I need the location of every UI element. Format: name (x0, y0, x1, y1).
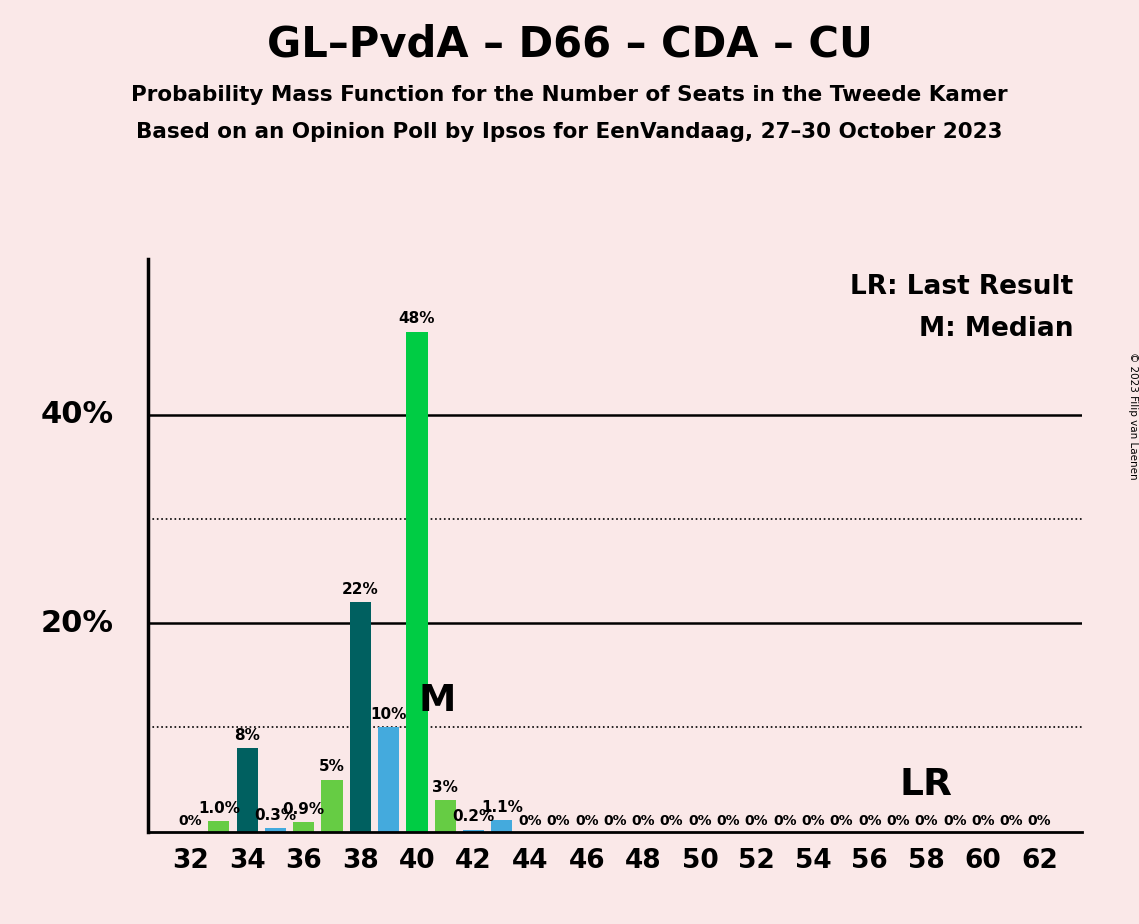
Bar (321, 780, 343, 832)
Text: 5%: 5% (319, 760, 345, 774)
Text: 0%: 0% (943, 814, 967, 829)
Text: 0%: 0% (773, 814, 796, 829)
Text: 0.3%: 0.3% (254, 808, 296, 823)
Text: 0%: 0% (659, 814, 683, 829)
Text: M: M (418, 683, 456, 719)
Text: 0%: 0% (631, 814, 655, 829)
Text: Probability Mass Function for the Number of Seats in the Tweede Kamer: Probability Mass Function for the Number… (131, 85, 1008, 105)
Text: 3%: 3% (433, 780, 458, 796)
Bar (208, 821, 229, 832)
Bar (435, 800, 456, 832)
Text: 0%: 0% (518, 814, 542, 829)
Text: 22%: 22% (342, 582, 378, 597)
Text: 0%: 0% (575, 814, 599, 829)
Text: 0%: 0% (829, 814, 853, 829)
Text: 0%: 0% (745, 814, 769, 829)
Text: 20%: 20% (41, 609, 114, 638)
Text: 40%: 40% (41, 400, 114, 430)
Text: LR: LR (900, 767, 953, 803)
Text: 0%: 0% (604, 814, 626, 829)
Text: 0%: 0% (886, 814, 910, 829)
Text: GL–PvdA – D66 – CDA – CU: GL–PvdA – D66 – CDA – CU (267, 23, 872, 65)
Text: 0%: 0% (802, 814, 825, 829)
Text: M: Median: M: Median (919, 316, 1074, 342)
Text: © 2023 Filip van Laenen: © 2023 Filip van Laenen (1129, 352, 1138, 480)
Text: 48%: 48% (399, 311, 435, 326)
Text: 0%: 0% (915, 814, 939, 829)
Bar (407, 332, 427, 832)
Bar (491, 821, 513, 832)
Text: 0.2%: 0.2% (452, 809, 494, 824)
Text: Based on an Opinion Poll by Ipsos for EenVandaag, 27–30 October 2023: Based on an Opinion Poll by Ipsos for Ee… (137, 122, 1002, 142)
Text: 0%: 0% (1000, 814, 1023, 829)
Text: 0%: 0% (716, 814, 740, 829)
Bar (264, 829, 286, 832)
Text: 0%: 0% (179, 814, 203, 829)
Text: 1.0%: 1.0% (198, 801, 240, 816)
Bar (350, 602, 371, 832)
Text: 10%: 10% (370, 707, 407, 723)
Bar (237, 748, 257, 832)
Bar (462, 830, 484, 832)
Text: 0%: 0% (972, 814, 994, 829)
Text: 1.1%: 1.1% (481, 800, 523, 815)
Text: 0%: 0% (547, 814, 571, 829)
Text: 0.9%: 0.9% (282, 802, 325, 817)
Text: 8%: 8% (235, 728, 260, 743)
Text: 0%: 0% (688, 814, 712, 829)
Text: 0%: 0% (858, 814, 882, 829)
Text: LR: Last Result: LR: Last Result (851, 274, 1074, 300)
Bar (378, 727, 400, 832)
Text: 0%: 0% (1027, 814, 1051, 829)
Bar (293, 822, 314, 832)
